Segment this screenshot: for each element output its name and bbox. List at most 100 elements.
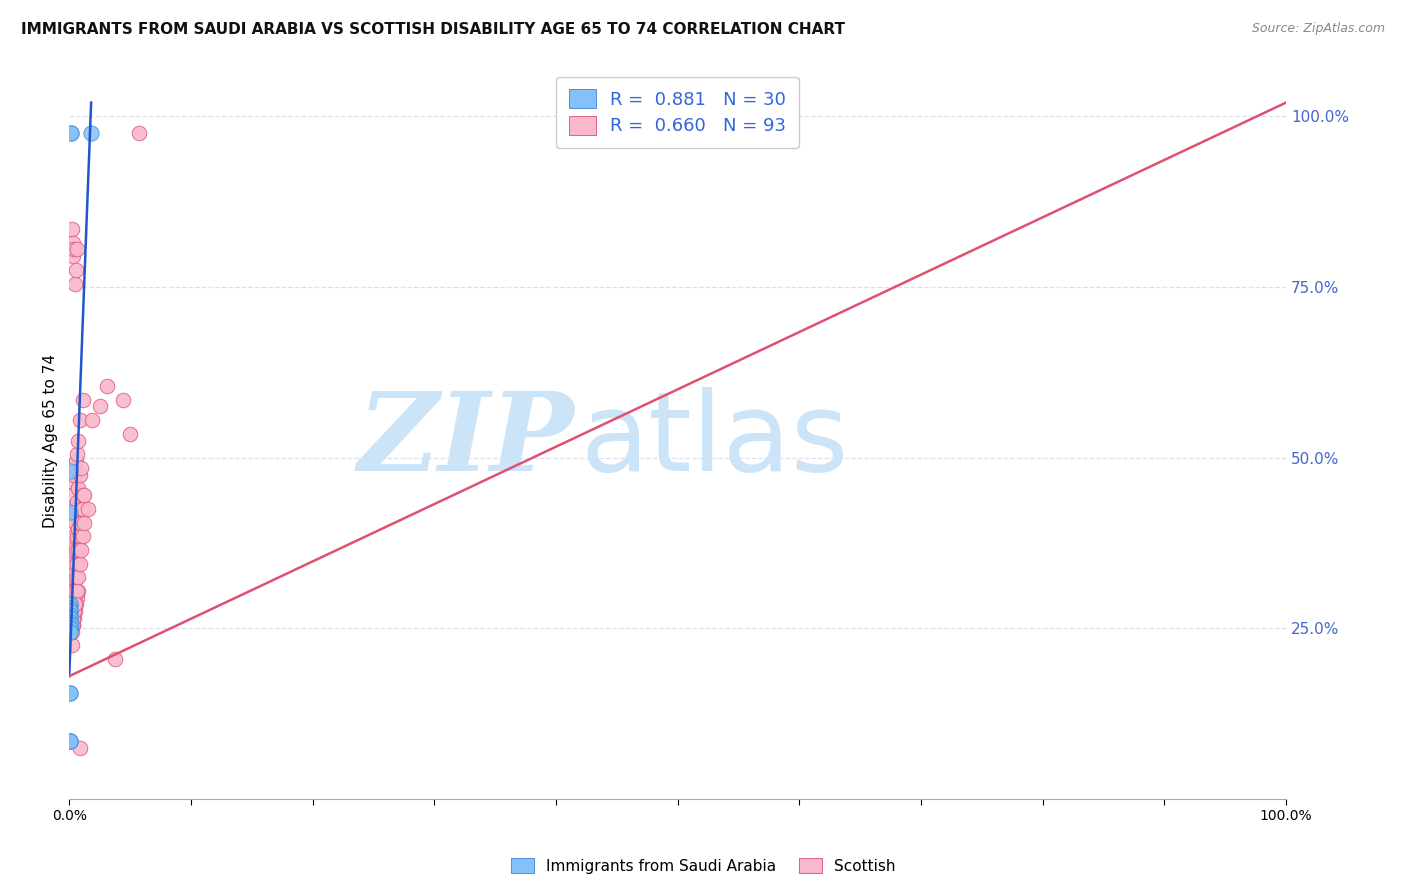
Point bbox=[59, 624, 82, 639]
Point bbox=[60, 501, 83, 516]
Point bbox=[65, 516, 87, 530]
Point bbox=[65, 542, 87, 557]
Point bbox=[69, 542, 91, 557]
Y-axis label: Disability Age 65 to 74: Disability Age 65 to 74 bbox=[44, 353, 58, 527]
Point bbox=[96, 379, 118, 393]
Point bbox=[59, 734, 82, 748]
Point bbox=[59, 621, 82, 635]
Point bbox=[59, 618, 82, 632]
Point bbox=[72, 392, 94, 407]
Point bbox=[59, 734, 82, 748]
Point bbox=[65, 591, 87, 605]
Point bbox=[59, 505, 82, 519]
Point bbox=[65, 583, 87, 598]
Point bbox=[63, 467, 86, 482]
Point bbox=[69, 529, 91, 543]
Point bbox=[69, 501, 91, 516]
Point bbox=[60, 577, 83, 591]
Point bbox=[69, 516, 91, 530]
Point bbox=[60, 618, 83, 632]
Point bbox=[59, 618, 82, 632]
Point bbox=[59, 734, 82, 748]
Point bbox=[60, 222, 83, 236]
Text: IMMIGRANTS FROM SAUDI ARABIA VS SCOTTISH DISABILITY AGE 65 TO 74 CORRELATION CHA: IMMIGRANTS FROM SAUDI ARABIA VS SCOTTISH… bbox=[21, 22, 845, 37]
Point bbox=[73, 516, 96, 530]
Point bbox=[60, 583, 83, 598]
Point bbox=[62, 488, 84, 502]
Point bbox=[65, 604, 87, 618]
Point bbox=[62, 563, 84, 577]
Point bbox=[62, 618, 84, 632]
Point bbox=[60, 611, 83, 625]
Point bbox=[62, 235, 84, 250]
Point bbox=[65, 598, 87, 612]
Legend: R =  0.881   N = 30, R =  0.660   N = 93: R = 0.881 N = 30, R = 0.660 N = 93 bbox=[557, 77, 799, 148]
Point bbox=[60, 243, 83, 257]
Point bbox=[63, 549, 86, 564]
Point bbox=[59, 621, 82, 635]
Point bbox=[59, 598, 82, 612]
Point bbox=[59, 624, 82, 639]
Point bbox=[59, 604, 82, 618]
Point bbox=[59, 618, 82, 632]
Point bbox=[63, 611, 86, 625]
Point bbox=[65, 529, 87, 543]
Point bbox=[60, 549, 83, 564]
Point bbox=[65, 243, 87, 257]
Point bbox=[70, 461, 93, 475]
Point bbox=[58, 686, 80, 700]
Point bbox=[72, 488, 94, 502]
Point bbox=[65, 495, 87, 509]
Legend: Immigrants from Saudi Arabia, Scottish: Immigrants from Saudi Arabia, Scottish bbox=[505, 852, 901, 880]
Point bbox=[73, 488, 96, 502]
Point bbox=[65, 598, 87, 612]
Point bbox=[77, 501, 100, 516]
Point bbox=[60, 243, 83, 257]
Point bbox=[104, 652, 127, 666]
Point bbox=[62, 249, 84, 263]
Point bbox=[128, 127, 150, 141]
Point bbox=[65, 263, 87, 277]
Point bbox=[62, 570, 84, 584]
Point bbox=[65, 542, 87, 557]
Point bbox=[62, 542, 84, 557]
Point bbox=[63, 529, 86, 543]
Point bbox=[62, 536, 84, 550]
Point bbox=[67, 570, 90, 584]
Text: Source: ZipAtlas.com: Source: ZipAtlas.com bbox=[1251, 22, 1385, 36]
Point bbox=[59, 127, 82, 141]
Point bbox=[65, 583, 87, 598]
Point bbox=[59, 598, 82, 612]
Point bbox=[69, 516, 91, 530]
Point bbox=[63, 243, 86, 257]
Point bbox=[59, 621, 82, 635]
Point bbox=[89, 400, 111, 414]
Point bbox=[62, 618, 84, 632]
Point bbox=[60, 127, 83, 141]
Point bbox=[80, 127, 103, 141]
Point bbox=[67, 434, 90, 448]
Point bbox=[69, 467, 91, 482]
Point bbox=[59, 618, 82, 632]
Point bbox=[59, 611, 82, 625]
Point bbox=[111, 392, 134, 407]
Point bbox=[63, 591, 86, 605]
Point bbox=[63, 563, 86, 577]
Point bbox=[59, 734, 82, 748]
Point bbox=[66, 519, 89, 533]
Point bbox=[65, 536, 87, 550]
Point bbox=[65, 461, 87, 475]
Point bbox=[62, 611, 84, 625]
Point bbox=[59, 618, 82, 632]
Point bbox=[65, 557, 87, 571]
Point bbox=[60, 604, 83, 618]
Point bbox=[120, 426, 142, 441]
Point bbox=[59, 604, 82, 618]
Point bbox=[60, 624, 83, 639]
Point bbox=[62, 475, 84, 489]
Point bbox=[59, 607, 82, 622]
Point bbox=[72, 501, 94, 516]
Text: ZIP: ZIP bbox=[357, 387, 574, 494]
Point bbox=[63, 604, 86, 618]
Point bbox=[65, 598, 87, 612]
